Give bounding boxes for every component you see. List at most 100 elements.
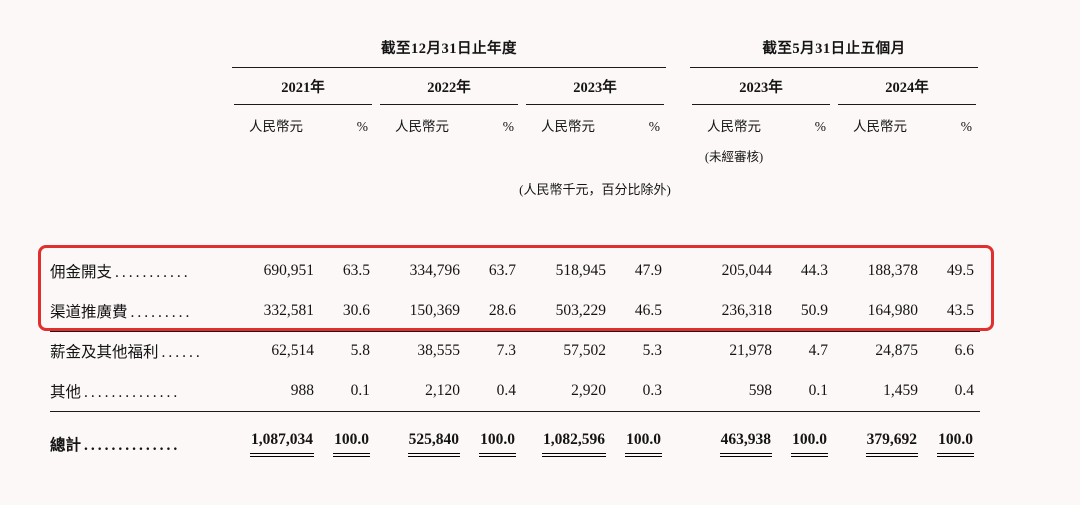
spacer: [668, 251, 688, 291]
col-header-rmb-2024: 人民幣元: [853, 119, 908, 134]
total-pct-2023: 100.0: [614, 411, 668, 467]
cell-rmb-2023: 518,945: [555, 262, 606, 279]
cell-pct-2023: 5.3: [642, 342, 663, 360]
cell-pct-2023: 47.9: [634, 262, 663, 279]
cell-pct-2023-5m: 4.7: [808, 342, 829, 360]
empty-cell: [780, 138, 834, 165]
total-rmb-2023-5m: 463,938: [688, 411, 780, 467]
col-header-rmb-2023: 人民幣元: [541, 119, 595, 134]
cell-rmb-2021: 988: [230, 371, 322, 412]
cell-rmb-2023-5m: 598: [688, 371, 781, 412]
total-label-cell: 總計..............: [50, 411, 230, 467]
cell-rmb-2022: 150,369: [376, 291, 468, 332]
cell-pct-2023: 0.3: [614, 371, 669, 412]
total-rmb-2024: 379,692: [834, 411, 926, 467]
cell-rmb-2022: 38,555: [417, 342, 460, 360]
col-header-rmb-2021: 人民幣元: [249, 119, 303, 134]
expense-table: 截至12月31日止年度 截至5月31日止五個月 2021年 2022年 2023…: [50, 26, 981, 467]
cell-rmb-2024: 1,459: [834, 371, 927, 412]
group-header-annual-label: 截至12月31日止年度: [232, 37, 667, 68]
total-pct-2023-5m: 100.0: [780, 411, 834, 467]
cell-pct-2022: 0.4: [468, 371, 522, 412]
year-header-2023-5m: 2023年: [688, 68, 834, 105]
cell-rmb-2023-5m: 236,318: [688, 291, 781, 332]
cell-pct-2024: 6.6: [954, 342, 975, 360]
cell-pct-2024: 49.5: [946, 262, 975, 279]
empty-cell: [688, 165, 980, 209]
year-header-2023: 2023年: [522, 68, 668, 105]
row-label-cell: 渠道推廣費.........: [50, 291, 230, 332]
cell-pct-2023-5m: 0.1: [780, 371, 835, 412]
cell-pct-2021: 0.1: [322, 371, 376, 412]
row-label: 其他: [50, 383, 82, 401]
empty-cell: [50, 26, 230, 68]
spacer: [668, 165, 688, 209]
unit-header-row: 人民幣元 % 人民幣元 % 人民幣元 % 人民幣元 % 人民幣元 %: [50, 105, 980, 138]
total-pct-2024: 100.0: [926, 411, 980, 467]
cell-rmb-2022: 334,796: [409, 262, 460, 279]
units-note-cell: (人民幣千元，百分比除外): [519, 165, 671, 209]
row-label: 渠道推廣費: [50, 303, 128, 321]
row-label: 薪金及其他福利: [50, 344, 159, 362]
total-pct-2022: 100.0: [468, 411, 522, 467]
empty-cell: [50, 138, 230, 165]
cell-rmb-2021: 62,514: [271, 342, 314, 360]
group-header-fivemonths-label: 截至5月31日止五個月: [690, 37, 979, 68]
units-note: (人民幣千元，百分比除外): [519, 182, 671, 197]
cell-rmb-2024: 164,980: [834, 291, 927, 332]
expense-row-salaries: 薪金及其他福利...... 62,514 5.8 38,555 7.3 57,5…: [50, 331, 980, 371]
cell-rmb-2022: 2,120: [376, 371, 468, 412]
unaudited-row: (未經審核): [50, 138, 980, 165]
cell-pct-2022: 7.3: [496, 342, 516, 360]
empty-cell: [50, 105, 230, 138]
cell-rmb-2023-5m: 205,044: [721, 262, 773, 279]
cell-pct-2023-5m: 44.3: [800, 262, 829, 279]
empty-cell: [230, 138, 668, 165]
leader-dots: ..............: [84, 383, 181, 401]
leader-dots: ...........: [115, 264, 191, 281]
spacer: [668, 291, 689, 332]
row-label-cell: 佣金開支...........: [50, 251, 230, 291]
cell-rmb-2023: 57,502: [563, 342, 606, 360]
cell-rmb-2024: 24,875: [875, 342, 919, 360]
spacer: [668, 138, 688, 165]
leader-dots: ..............: [84, 437, 181, 455]
total-rmb-2021: 1,087,034: [230, 411, 322, 467]
cell-pct-2021: 30.6: [322, 291, 376, 332]
empty-cell: [230, 165, 522, 209]
empty-cell: [50, 68, 230, 105]
cell-rmb-2023: 2,920: [522, 371, 614, 412]
group-header-row: 截至12月31日止年度 截至5月31日止五個月: [50, 26, 980, 68]
row-label-cell: 薪金及其他福利......: [50, 331, 230, 371]
leader-dots: .........: [130, 303, 193, 321]
row-label-cell: 其他..............: [50, 371, 230, 412]
units-note-row: (人民幣千元，百分比除外): [50, 165, 980, 209]
year-header-2022: 2022年: [376, 68, 522, 105]
cell-pct-2021: 63.5: [342, 262, 370, 279]
col-header-pct-2023: %: [648, 119, 661, 134]
col-header-pct-2024: %: [960, 119, 973, 134]
spacer: [668, 26, 688, 68]
cell-pct-2022: 63.7: [488, 262, 516, 279]
leader-dots: ......: [161, 344, 203, 362]
expense-row-channel-promotion: 渠道推廣費......... 332,581 30.6 150,369 28.6…: [50, 291, 981, 332]
cell-pct-2023-5m: 50.9: [780, 291, 835, 332]
empty-cell: [50, 165, 230, 209]
total-label: 總計: [50, 437, 82, 455]
spacer: [668, 68, 688, 105]
spacer: [668, 105, 688, 138]
cell-pct-2024: 43.5: [926, 291, 981, 332]
row-label: 佣金開支: [50, 264, 113, 281]
col-header-pct-2021: %: [356, 119, 368, 134]
spacer: [668, 371, 689, 412]
cell-pct-2022: 28.6: [468, 291, 522, 332]
col-header-pct-2022: %: [502, 119, 514, 134]
spacer: [668, 331, 688, 371]
group-header-fivemonths: 截至5月31日止五個月: [688, 26, 980, 68]
total-pct-2021: 100.0: [322, 411, 376, 467]
cell-rmb-2023: 503,229: [522, 291, 614, 332]
cell-rmb-2024: 188,378: [867, 262, 919, 279]
expense-row-commission: 佣金開支........... 690,951 63.5 334,796 63.…: [50, 251, 980, 291]
cell-pct-2024: 0.4: [926, 371, 981, 412]
